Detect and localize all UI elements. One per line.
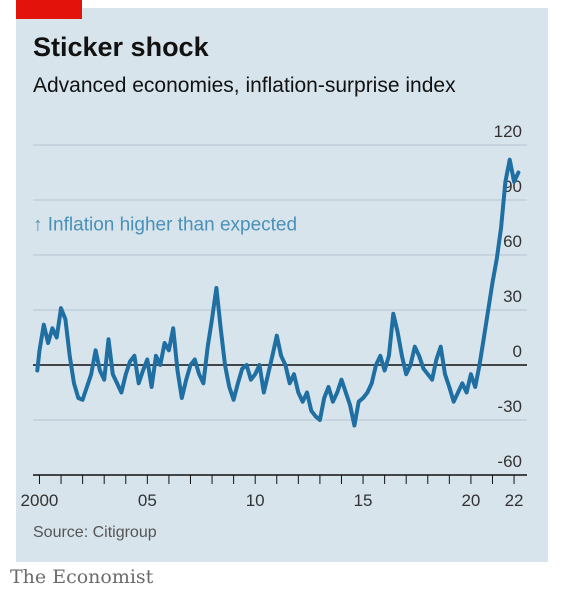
chart-panel — [16, 8, 548, 562]
x-axis: 2000 05 10 15 20 22 — [21, 474, 527, 510]
x-tick-label-2000: 2000 — [21, 491, 59, 510]
chart-subtitle: Advanced economies, inflation-surprise i… — [33, 74, 456, 97]
brand-wordmark: The Economist — [10, 566, 154, 588]
series-layer — [35, 157, 521, 428]
y-tick-label-0: 0 — [513, 342, 522, 361]
x-tick-label-20: 20 — [461, 491, 480, 510]
x-tick-label-10: 10 — [246, 491, 265, 510]
y-tick-label--60: -60 — [497, 452, 522, 471]
x-tick-label-22: 22 — [505, 491, 524, 510]
x-tick-label-15: 15 — [354, 491, 373, 510]
chart-annotation: ↑ Inflation higher than expected — [33, 215, 297, 236]
y-tick-label-60: 60 — [503, 232, 522, 251]
brand-red-tag — [16, 0, 82, 19]
grid-lines — [33, 144, 527, 421]
x-tick-label-05: 05 — [138, 491, 157, 510]
y-tick-label--30: -30 — [497, 397, 522, 416]
source-note: Source: Citigroup — [33, 524, 157, 541]
series-line-0 — [35, 157, 521, 428]
y-axis-tick-labels: 120 90 60 30 0 -30 -60 — [494, 122, 522, 471]
chart-title: Sticker shock — [33, 32, 209, 62]
y-tick-label-90: 90 — [503, 177, 522, 196]
y-tick-label-120: 120 — [494, 122, 522, 141]
y-tick-label-30: 30 — [503, 287, 522, 306]
